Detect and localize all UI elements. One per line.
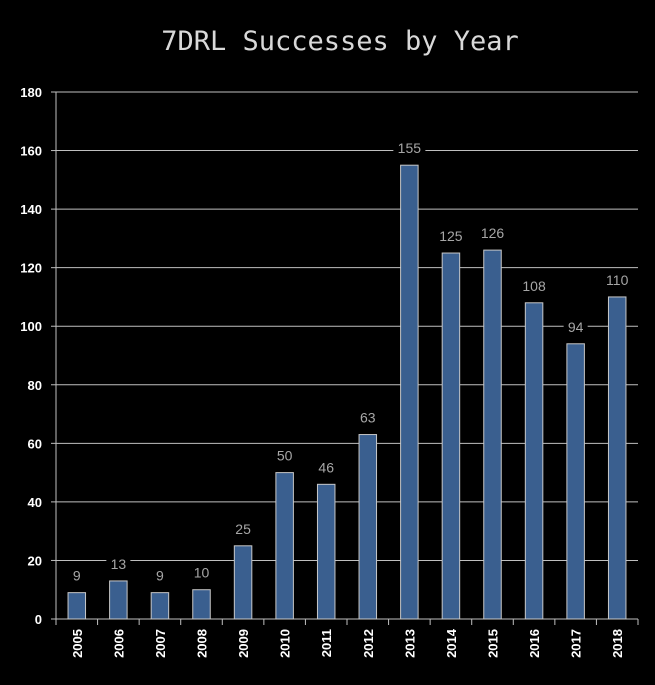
bar bbox=[483, 249, 502, 620]
x-tick-label: 2005 bbox=[70, 629, 85, 658]
data-label-background bbox=[601, 268, 634, 289]
bar bbox=[441, 252, 461, 620]
data-label-background bbox=[355, 406, 380, 427]
chart-title: 7DRL Successes by Year bbox=[161, 26, 519, 57]
bars bbox=[67, 164, 627, 620]
data-label-background bbox=[476, 222, 509, 243]
x-tick-label: 2008 bbox=[195, 629, 210, 658]
gridlines bbox=[56, 91, 638, 561]
data-label-background bbox=[231, 517, 256, 538]
x-tick-label: 2009 bbox=[236, 629, 251, 658]
bar bbox=[524, 302, 544, 620]
y-tick-label: 120 bbox=[20, 261, 42, 276]
data-label: 63 bbox=[360, 410, 376, 426]
data-label-background bbox=[272, 444, 297, 465]
data-label: 50 bbox=[277, 448, 293, 464]
data-label: 9 bbox=[156, 568, 164, 584]
y-tick-label: 80 bbox=[28, 378, 42, 393]
x-tick-label: 2014 bbox=[444, 628, 459, 658]
x-tick-label: 2018 bbox=[610, 629, 625, 658]
axes bbox=[51, 91, 639, 625]
data-label-background bbox=[151, 564, 168, 585]
bar bbox=[400, 164, 419, 620]
data-label: 25 bbox=[235, 521, 251, 537]
bar bbox=[109, 580, 128, 620]
data-label: 108 bbox=[522, 278, 546, 294]
data-label-background bbox=[434, 225, 467, 246]
x-tick-label: 2007 bbox=[153, 629, 168, 658]
y-tick-label: 20 bbox=[28, 553, 42, 568]
x-tick-label: 2016 bbox=[527, 629, 542, 658]
x-tick-label: 2017 bbox=[569, 629, 584, 658]
x-tick-label: 2015 bbox=[486, 629, 501, 658]
data-label: 9 bbox=[73, 568, 81, 584]
y-tick-label: 100 bbox=[20, 319, 42, 334]
data-labels: 9 13 9 10 25 50 46 63 155 125 126 108 94 110 bbox=[68, 137, 634, 585]
data-label: 110 bbox=[606, 272, 629, 288]
data-label: 10 bbox=[194, 565, 210, 581]
bar bbox=[150, 592, 170, 620]
data-label: 126 bbox=[481, 225, 505, 241]
data-label-background bbox=[563, 315, 588, 336]
bar bbox=[358, 434, 378, 620]
y-tick-label: 140 bbox=[20, 202, 42, 217]
y-tick-label: 60 bbox=[28, 436, 42, 451]
y-tick-label: 180 bbox=[20, 85, 42, 100]
data-label: 94 bbox=[568, 319, 584, 335]
bar bbox=[566, 343, 585, 620]
y-tick-label: 160 bbox=[20, 144, 42, 159]
data-label-background bbox=[68, 564, 85, 585]
y-tick-label: 40 bbox=[28, 495, 42, 510]
data-label-background bbox=[314, 456, 339, 477]
bar bbox=[67, 592, 87, 620]
x-tick-label: 2012 bbox=[361, 629, 376, 658]
bar bbox=[316, 483, 336, 620]
data-label-background bbox=[393, 137, 426, 158]
data-label: 46 bbox=[318, 459, 334, 475]
bar bbox=[607, 296, 627, 620]
x-tick-label: 2010 bbox=[278, 629, 293, 658]
data-label-background bbox=[518, 274, 551, 295]
data-label-background bbox=[189, 561, 214, 582]
x-tick-label: 2013 bbox=[402, 629, 417, 658]
data-label-background bbox=[106, 552, 131, 573]
bar bbox=[233, 545, 253, 620]
x-tick-label: 2011 bbox=[319, 629, 334, 657]
data-label: 13 bbox=[111, 556, 127, 572]
data-label: 125 bbox=[439, 228, 463, 244]
data-label: 155 bbox=[398, 140, 422, 156]
bar bbox=[275, 472, 294, 620]
y-tick-label: 0 bbox=[35, 612, 42, 627]
x-tick-label: 2006 bbox=[111, 629, 126, 658]
tick-labels: 0 20 40 60 80 100 120 140 160 180 2005 2006 2007 2008… bbox=[20, 85, 625, 658]
bar bbox=[192, 589, 211, 620]
